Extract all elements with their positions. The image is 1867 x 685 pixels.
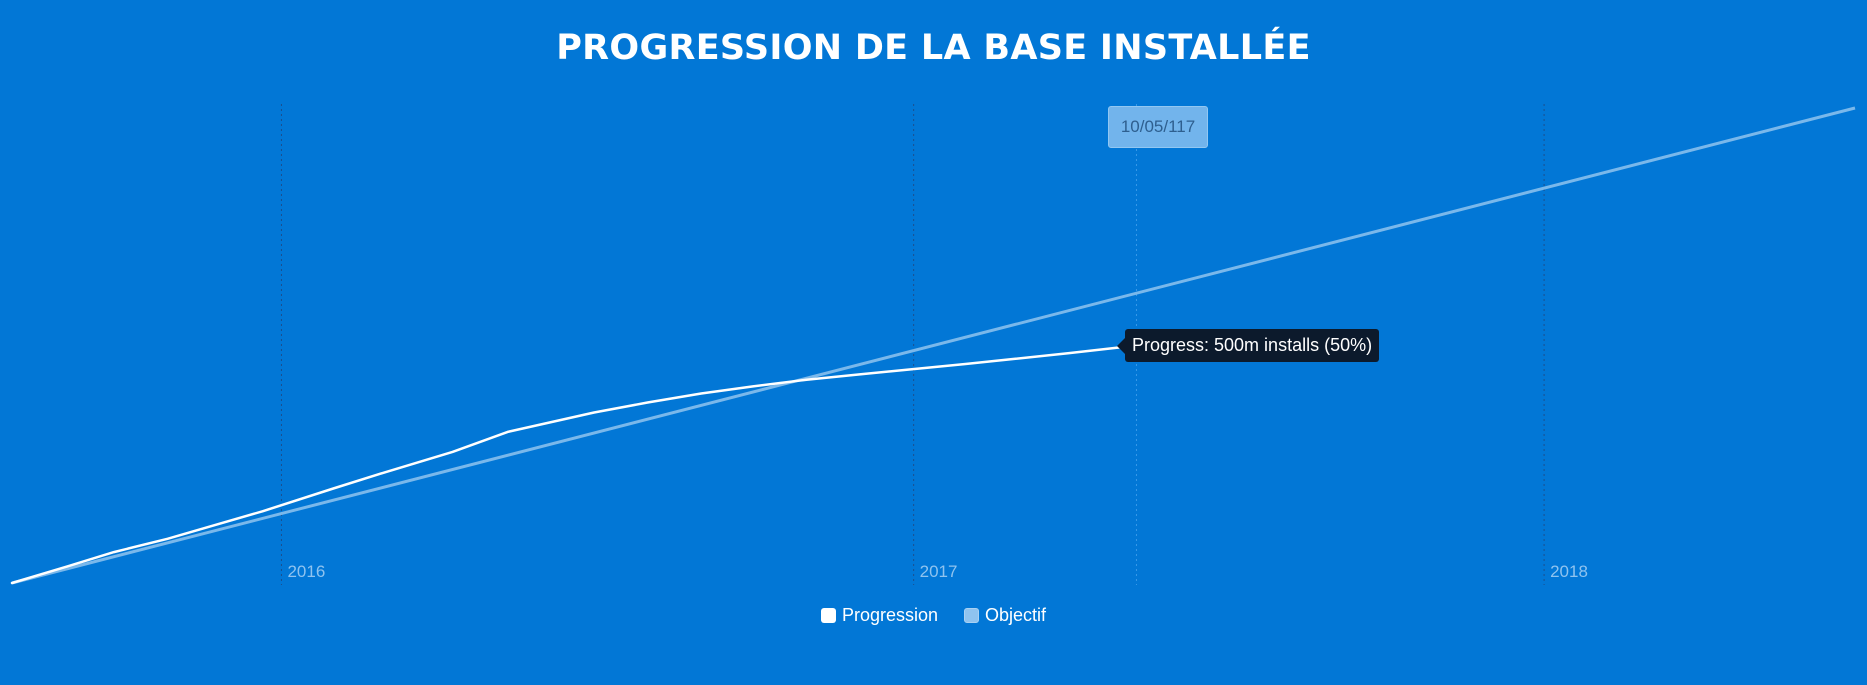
legend-label-objectif: Objectif [985, 605, 1047, 625]
series-line-objectif [11, 106, 1856, 585]
legend-item-progression[interactable]: Progression [820, 605, 938, 626]
series-line-progression [10, 344, 1138, 585]
x-tick-label-2017: 2017 [920, 562, 958, 581]
legend-item-objectif[interactable]: Objectif [964, 605, 1046, 626]
x-tick-label-2018: 2018 [1550, 562, 1588, 581]
tooltip-text: Progress: 500m installs (50%) [1132, 335, 1373, 355]
x-tick-label-2016: 2016 [287, 562, 325, 581]
legend-swatch-objectif [964, 608, 979, 623]
tooltip-arrow [1117, 338, 1125, 354]
legend-label-progression: Progression [841, 605, 938, 625]
crosshair-date-badge: 10/05/117 [1108, 106, 1208, 148]
legend-swatch-progression [820, 608, 836, 623]
series-lines [10, 106, 1856, 585]
chart-title: PROGRESSION DE LA BASE INSTALLÉE [556, 28, 1311, 68]
hover-tooltip: Progress: 500m installs (50%) [1117, 329, 1380, 362]
x-axis-ticks: 2016 2017 2018 [287, 562, 1587, 581]
legend: Progression Objectif [0, 605, 1867, 626]
